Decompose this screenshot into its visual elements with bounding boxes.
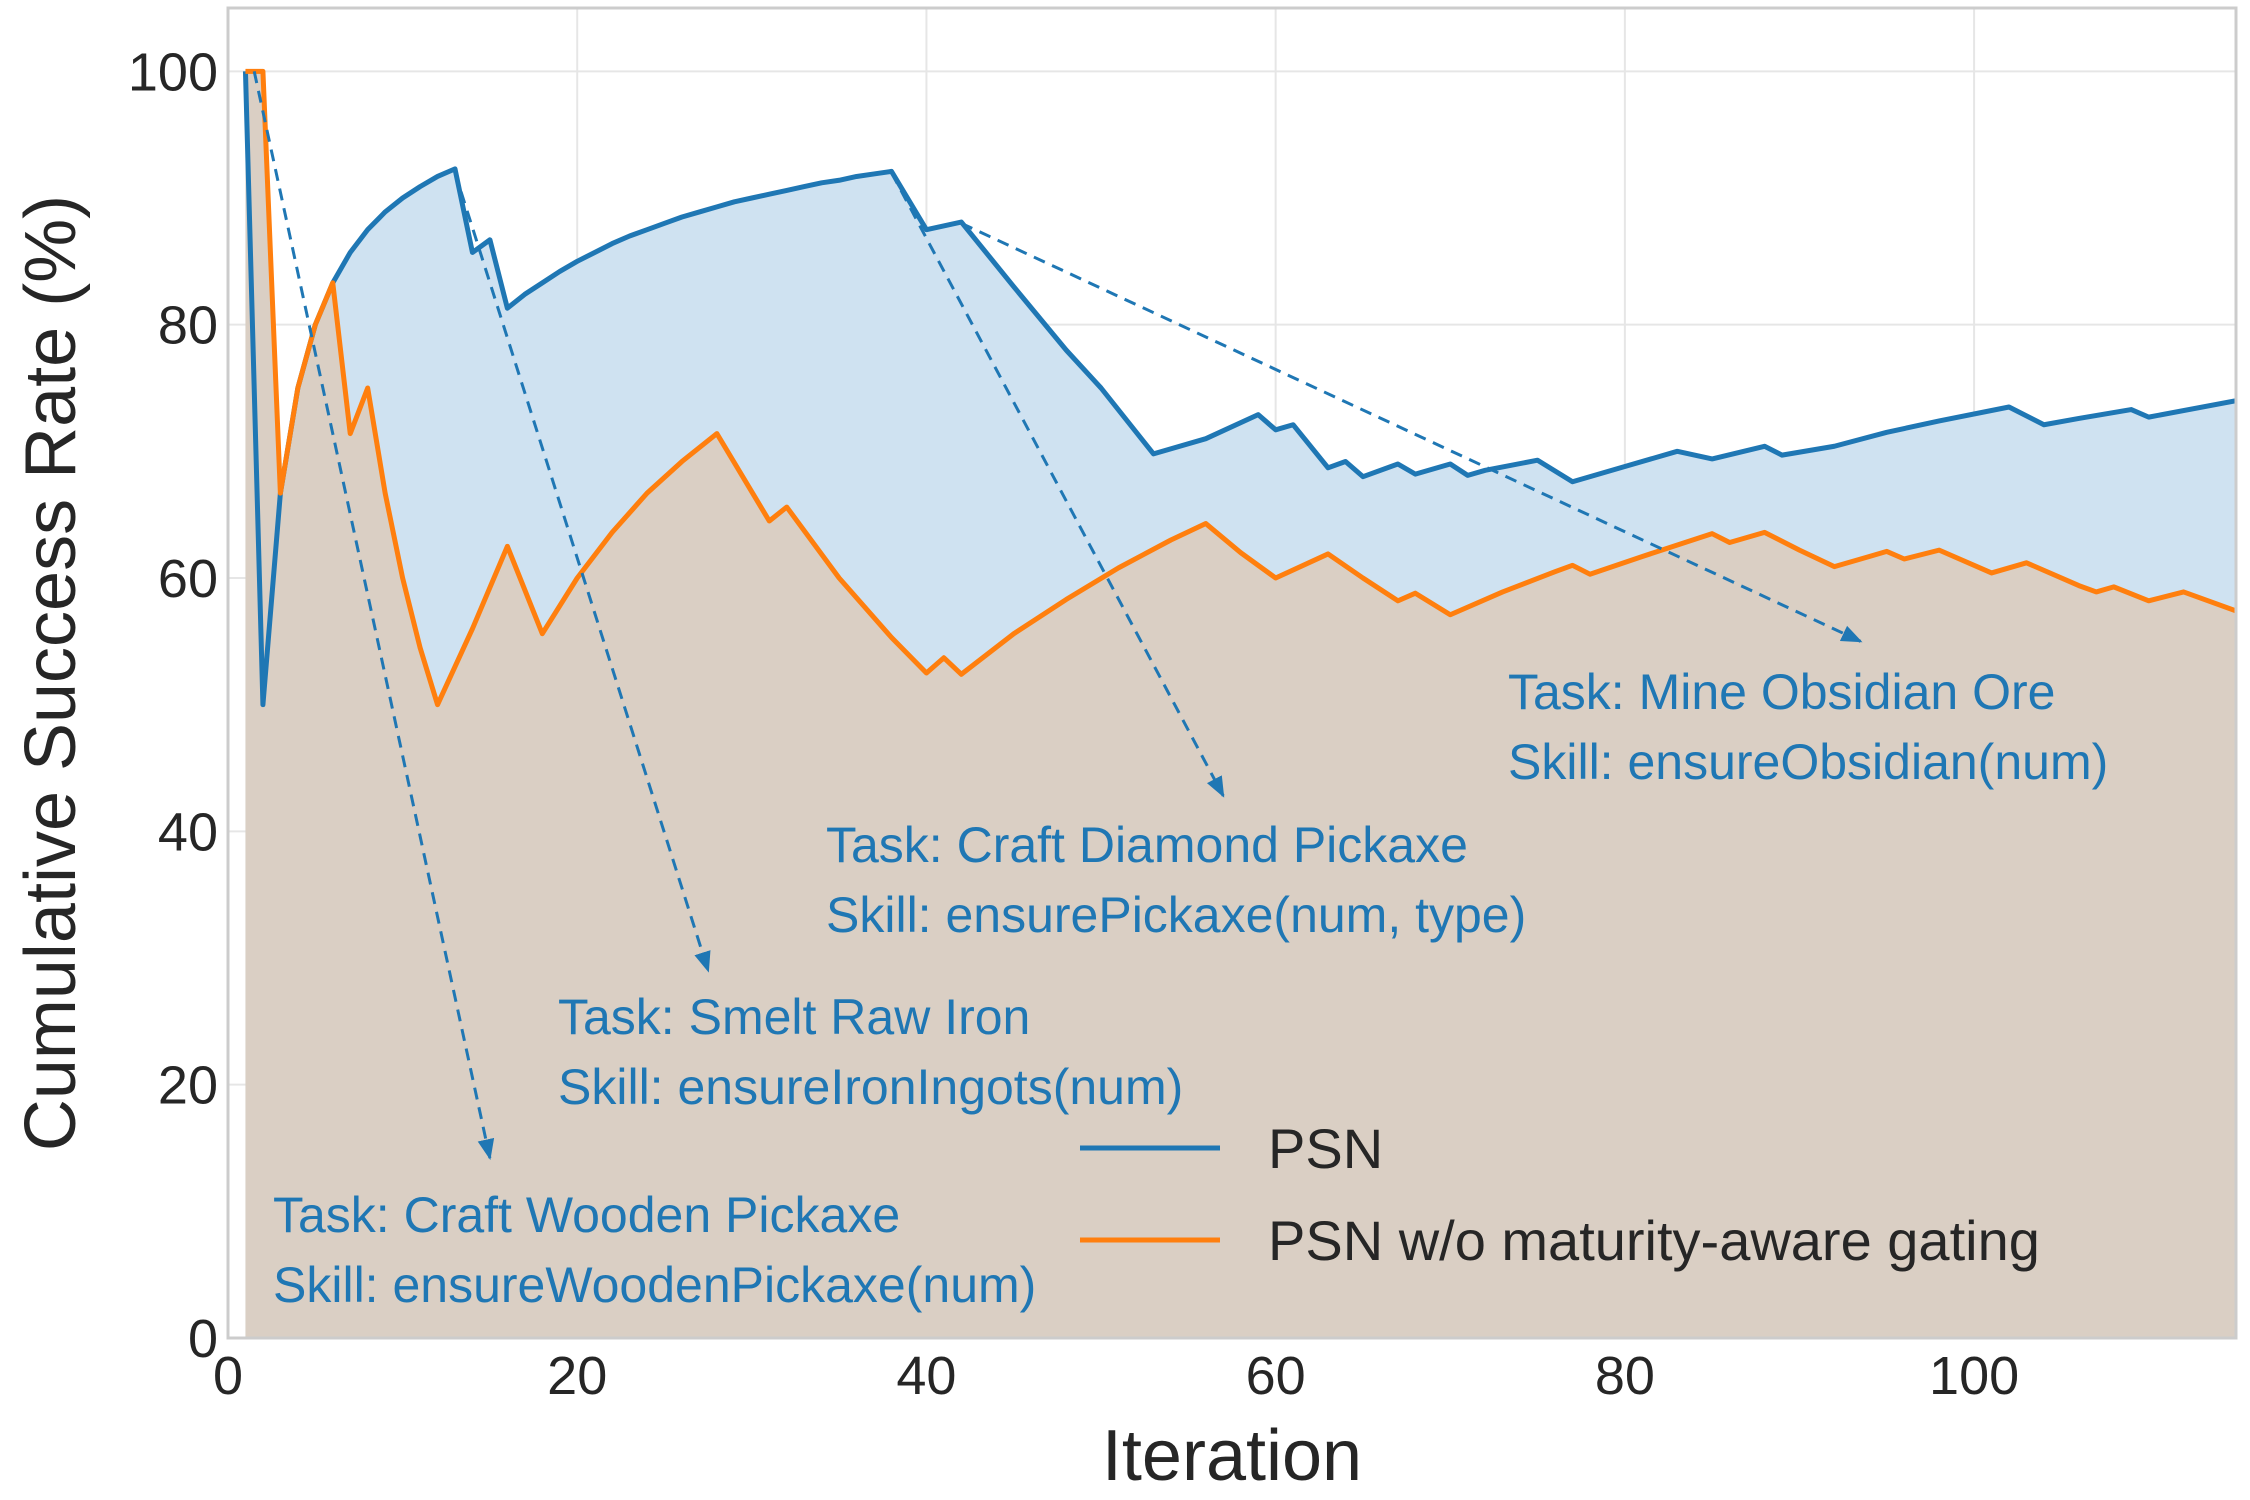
annotation-skill: Skill: ensureIronIngots(num) <box>558 1059 1183 1115</box>
series-fills <box>245 71 2236 1338</box>
legend-label-psn: PSN <box>1268 1117 1383 1180</box>
annotation-task: Task: Craft Wooden Pickaxe <box>273 1187 900 1243</box>
annotation-skill: Skill: ensurePickaxe(num, type) <box>826 887 1526 943</box>
annotation-smelt-iron: Task: Smelt Raw Iron Skill: ensureIronIn… <box>558 989 1183 1115</box>
legend: PSN PSN w/o maturity-aware gating <box>1080 1117 2040 1272</box>
annotation-diamond-pickaxe: Task: Craft Diamond Pickaxe Skill: ensur… <box>826 817 1526 943</box>
y-tick-label: 0 <box>188 1309 218 1369</box>
annotation-task: Task: Mine Obsidian Ore <box>1508 664 2055 720</box>
tick-labels: 0 20 40 60 80 100 0 20 40 60 80 100 <box>128 42 2019 1406</box>
annotation-arrow <box>252 71 495 1161</box>
annotation-arrow <box>890 171 1225 798</box>
annotation-task: Task: Craft Diamond Pickaxe <box>826 817 1468 873</box>
y-axis-label: Cumulative Success Rate (%) <box>11 195 91 1151</box>
annotation-wooden-pickaxe: Task: Craft Wooden Pickaxe Skill: ensure… <box>273 1187 1036 1313</box>
legend-label-psn-no-gating: PSN w/o maturity-aware gating <box>1268 1209 2040 1272</box>
annotation-obsidian: Task: Mine Obsidian Ore Skill: ensureObs… <box>1508 664 2108 790</box>
y-tick-label: 100 <box>128 42 218 102</box>
annotation-arrows <box>252 71 1863 1161</box>
annotation-skill: Skill: ensureWoodenPickaxe(num) <box>273 1257 1036 1313</box>
series-lines <box>242 68 2236 708</box>
x-tick-label: 100 <box>1929 1346 2019 1406</box>
x-tick-label: 60 <box>1246 1346 1306 1406</box>
x-tick-label: 0 <box>213 1346 243 1406</box>
series-line-psn <box>242 71 2236 708</box>
series-fill-psn-no-gating <box>245 71 2236 1338</box>
y-tick-label: 80 <box>158 296 218 356</box>
annotation-skill: Skill: ensureObsidian(num) <box>1508 734 2108 790</box>
x-tick-label: 80 <box>1595 1346 1655 1406</box>
y-tick-label: 20 <box>158 1056 218 1116</box>
plot-frame <box>226 6 2238 1340</box>
annotation-arrow <box>960 221 1863 643</box>
series-line-psn-no-gating <box>245 68 2236 708</box>
x-tick-label: 40 <box>896 1346 956 1406</box>
y-tick-label: 60 <box>158 549 218 609</box>
x-tick-label: 20 <box>547 1346 607 1406</box>
annotation-task: Task: Smelt Raw Iron <box>558 989 1030 1045</box>
y-tick-label: 40 <box>158 802 218 862</box>
x-axis-label: Iteration <box>1102 1416 1362 1496</box>
